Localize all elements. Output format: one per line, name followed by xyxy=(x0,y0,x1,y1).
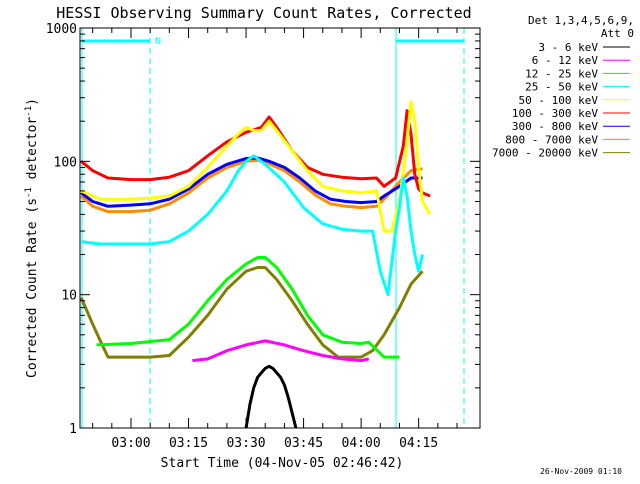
legend-label: 7000 - 20000 keV xyxy=(492,147,598,160)
y-tick-label: 1 xyxy=(69,422,77,437)
legend-label: 100 - 300 keV xyxy=(512,107,598,120)
y-axis-label: Corrected Count Rate (s-1 detector-1) xyxy=(24,98,40,378)
plot-frame xyxy=(79,27,481,429)
legend-label: 300 - 800 keV xyxy=(512,120,598,133)
y-tick-label: 10 xyxy=(61,289,77,304)
legend-header: Det 1,3,4,5,6,9, xyxy=(528,14,634,27)
series-line-3-6-kev xyxy=(244,364,298,429)
legend-label: 6 - 12 keV xyxy=(532,54,599,67)
night-label: N xyxy=(155,36,161,47)
legend-label: 50 - 100 keV xyxy=(519,94,599,107)
legend-label: 800 - 7000 keV xyxy=(505,133,598,146)
x-tick-label: 03:15 xyxy=(169,436,208,451)
chart-title: HESSI Observing Summary Count Rates, Cor… xyxy=(56,4,471,22)
legend-header: Att 0 xyxy=(601,27,634,40)
legend-label: 12 - 25 keV xyxy=(525,67,598,80)
x-axis-label: Start Time (04-Nov-05 02:46:42) xyxy=(161,456,404,471)
y-tick-label: 1000 xyxy=(46,22,77,37)
x-tick-label: 03:45 xyxy=(284,436,323,451)
series-line-50-100-kev xyxy=(80,100,432,233)
series-line-12-25-kev xyxy=(96,256,400,359)
y-tick-label: 100 xyxy=(54,155,77,170)
legend-label: 25 - 50 keV xyxy=(525,81,598,94)
x-tick-label: 04:15 xyxy=(399,436,438,451)
legend-label: 3 - 6 keV xyxy=(538,41,598,54)
series-line-25-50-kev xyxy=(81,154,424,297)
x-tick-label: 03:30 xyxy=(226,436,265,451)
timestamp-footer: 26-Nov-2009 01:10 xyxy=(540,467,622,476)
x-tick-label: 04:00 xyxy=(342,436,381,451)
x-tick-label: 03:00 xyxy=(111,436,150,451)
series-line-6-12-kev xyxy=(192,339,370,363)
